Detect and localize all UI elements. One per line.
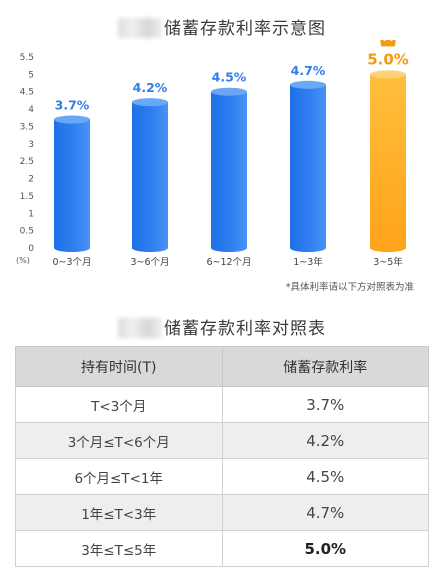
- x-tick-label: 3~6个月: [130, 257, 169, 268]
- y-tick-label: 3.5: [20, 122, 34, 132]
- table-row: 6个月≤T<1年 4.5%: [15, 458, 429, 495]
- data-label: 3.7%: [55, 98, 90, 113]
- header-deposit-rate: 储蓄存款利率: [221, 346, 429, 387]
- period-cell: 1年≤T<3年: [15, 494, 223, 531]
- rate-cell: 4.7%: [221, 494, 429, 531]
- data-label: 4.5%: [212, 70, 247, 85]
- data-label: 5.0%: [367, 50, 409, 68]
- rate-cell: 5.0%: [221, 530, 429, 567]
- data-label: 4.7%: [291, 63, 326, 78]
- table-row: 3年≤T≤5年 5.0%: [15, 530, 429, 567]
- bar-top: [290, 80, 326, 89]
- header-holding-period: 持有时间(T): [15, 346, 223, 387]
- table-row: 3个月≤T<6个月 4.2%: [15, 422, 429, 459]
- table-title-text: 储蓄存款利率对照表: [164, 319, 326, 339]
- chart-title: 储蓄存款利率示意图: [0, 14, 444, 39]
- period-cell: T<3个月: [15, 386, 223, 423]
- y-tick-label: 2.5: [20, 157, 34, 167]
- data-label: 4.2%: [133, 80, 168, 95]
- table-title: 储蓄存款利率对照表: [0, 314, 444, 339]
- x-tick-label: 0~3个月: [52, 257, 91, 268]
- period-cell: 3年≤T≤5年: [15, 530, 223, 567]
- y-tick-label: 4.5: [20, 88, 34, 98]
- rate-bar-chart: 0 0.5 1 1.5 2 2.5 3 3.5 4 4.5 5 5.5 (%) 3.7% 0~3个月 4.2%…: [16, 40, 409, 268]
- bar-1~3年: [290, 84, 326, 252]
- x-tick-label: 6~12个月: [206, 257, 251, 268]
- rate-cell: 4.2%: [221, 422, 429, 459]
- y-tick-label: 0: [28, 244, 34, 254]
- bar-top: [54, 115, 90, 124]
- period-cell: 3个月≤T<6个月: [15, 422, 223, 459]
- rate-cell: 3.7%: [221, 386, 429, 423]
- table-header-row: 持有时间(T) 储蓄存款利率: [15, 346, 429, 387]
- chart-title-text: 储蓄存款利率示意图: [164, 19, 326, 39]
- y-tick-label: 0.5: [20, 227, 34, 237]
- blurred-brand-mark: [118, 318, 162, 338]
- bar-top: [132, 98, 168, 107]
- x-tick-label: 1~3年: [293, 256, 323, 268]
- chart-footnote: *具体利率请以下方对照表为准: [285, 282, 414, 293]
- y-tick-label: 3: [28, 140, 34, 150]
- bar-3~5年: [370, 74, 406, 252]
- y-tick-label: 1.5: [20, 192, 34, 202]
- x-tick-label: 3~5年: [373, 256, 403, 268]
- bar-3~6个月: [132, 102, 168, 252]
- table-row: 1年≤T<3年 4.7%: [15, 494, 429, 531]
- bar-top: [370, 70, 406, 79]
- crown-icon: [380, 40, 396, 47]
- y-tick-label: 5: [28, 70, 34, 80]
- y-tick-label: 4: [28, 105, 34, 115]
- y-tick-label: 2: [28, 175, 34, 185]
- period-cell: 6个月≤T<1年: [15, 458, 223, 495]
- bar-6~12个月: [211, 91, 247, 253]
- rate-cell: 4.5%: [221, 458, 429, 495]
- bar-top: [211, 87, 247, 96]
- bar-0~3个月: [54, 119, 90, 252]
- y-tick-label: 5.5: [20, 53, 34, 63]
- rate-comparison-table: 持有时间(T) 储蓄存款利率 T<3个月 3.7% 3个月≤T<6个月 4.2%…: [15, 346, 429, 567]
- table-row: T<3个月 3.7%: [15, 386, 429, 423]
- y-tick-label: 1: [28, 209, 34, 219]
- y-unit-label: (%): [16, 256, 30, 265]
- blurred-brand-mark: [118, 18, 162, 38]
